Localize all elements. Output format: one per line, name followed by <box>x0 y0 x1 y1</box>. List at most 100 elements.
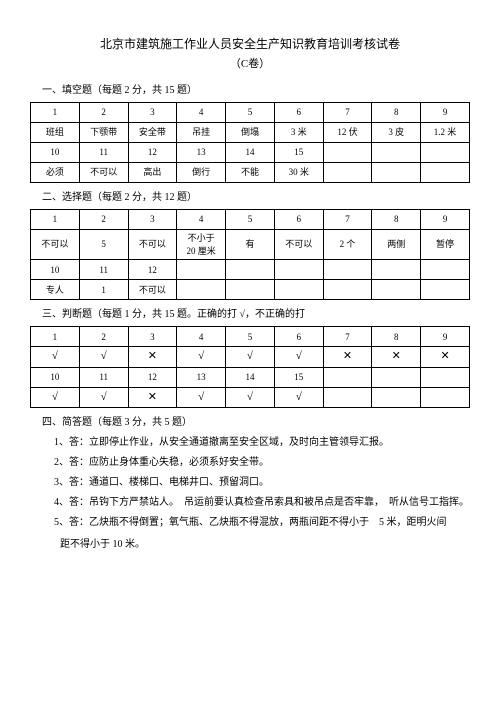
cell: 倒行 <box>177 163 226 183</box>
cell <box>323 143 372 163</box>
cell: 11 <box>79 143 128 163</box>
cell: ✕ <box>421 347 470 367</box>
cell: 30 米 <box>274 163 323 183</box>
cell: 15 <box>274 143 323 163</box>
cell: 13 <box>177 367 226 387</box>
cell: 暂停 <box>421 230 470 260</box>
cell <box>323 387 372 407</box>
cell: 3 <box>128 327 177 347</box>
cell: √ <box>226 387 275 407</box>
cell: 9 <box>421 103 470 123</box>
cell: 9 <box>421 327 470 347</box>
table-fill-blanks: 1 2 3 4 5 6 7 8 9 班组 下颚带 安全带 吊挂 倒塌 3 米 1… <box>30 102 470 183</box>
cell: 11 <box>79 260 128 280</box>
cell: 1 <box>31 210 80 230</box>
cell <box>274 280 323 300</box>
answer-line: 5、答：乙炔瓶不得倒置；氧气瓶、乙炔瓶不得混放，两瓶间距不得小于 5 米，距明火… <box>54 514 470 532</box>
cell <box>372 280 421 300</box>
cell <box>372 163 421 183</box>
cell: 2 <box>79 103 128 123</box>
cell: 12 伏 <box>323 123 372 143</box>
cell: 高出 <box>128 163 177 183</box>
cell <box>372 367 421 387</box>
cell: √ <box>274 347 323 367</box>
cell <box>372 260 421 280</box>
cell: 4 <box>177 103 226 123</box>
cell: 2 <box>79 210 128 230</box>
cell <box>323 260 372 280</box>
cell: √ <box>274 387 323 407</box>
cell: 7 <box>323 103 372 123</box>
cell: 两侧 <box>372 230 421 260</box>
cell: ✕ <box>128 387 177 407</box>
cell: 7 <box>323 327 372 347</box>
cell: 10 <box>31 260 80 280</box>
cell: 下颚带 <box>79 123 128 143</box>
cell: 14 <box>226 367 275 387</box>
cell: 安全带 <box>128 123 177 143</box>
cell: 4 <box>177 210 226 230</box>
cell: 不可以 <box>31 230 80 260</box>
cell: 4 <box>177 327 226 347</box>
doc-title: 北京市建筑施工作业人员安全生产知识教育培训考核试卷 <box>30 36 470 53</box>
cell: 专人 <box>31 280 80 300</box>
cell: 12 <box>128 367 177 387</box>
doc-subtitle: （C卷） <box>30 57 470 72</box>
cell: 15 <box>274 367 323 387</box>
cell <box>421 280 470 300</box>
cell: ✕ <box>372 347 421 367</box>
answer-line: 1、答：立即停止作业，从安全通道撤离至安全区域，及时向主管领导汇报。 <box>54 434 470 452</box>
cell: 有 <box>226 230 275 260</box>
cell: 必须 <box>31 163 80 183</box>
cell: 8 <box>372 103 421 123</box>
cell: 12 <box>128 143 177 163</box>
cell: 3 <box>128 103 177 123</box>
cell: 14 <box>226 143 275 163</box>
cell: 1.2 米 <box>421 123 470 143</box>
cell: 8 <box>372 210 421 230</box>
cell <box>323 280 372 300</box>
cell: 7 <box>323 210 372 230</box>
cell: ✕ <box>323 347 372 367</box>
cell <box>421 163 470 183</box>
cell: 5 <box>226 327 275 347</box>
short-answer-block: 1、答：立即停止作业，从安全通道撤离至安全区域，及时向主管领导汇报。 2、答：应… <box>54 434 470 532</box>
cell: 吊挂 <box>177 123 226 143</box>
cell <box>177 260 226 280</box>
cell: 5 <box>226 210 275 230</box>
cell <box>226 280 275 300</box>
cell: 不可以 <box>128 280 177 300</box>
cell: 5 <box>226 103 275 123</box>
cell: √ <box>31 347 80 367</box>
cell: 6 <box>274 327 323 347</box>
cell <box>323 163 372 183</box>
table-judgment: 1 2 3 4 5 6 7 8 9 √ √ ✕ √ √ √ ✕ ✕ ✕ 10 1… <box>30 326 470 408</box>
cell <box>177 280 226 300</box>
cell: 6 <box>274 103 323 123</box>
cell: √ <box>177 387 226 407</box>
table-choice: 1 2 3 4 5 6 7 8 9 不可以 5 不可以 不小于 20 厘米 有 … <box>30 209 470 300</box>
cell: 2 个 <box>323 230 372 260</box>
section2-heading: 二、选择题（每题 2 分，共 12 题） <box>42 191 470 205</box>
cell: √ <box>79 347 128 367</box>
cell <box>372 143 421 163</box>
cell: 不能 <box>226 163 275 183</box>
cell <box>323 367 372 387</box>
cell <box>226 260 275 280</box>
cell: 倒塌 <box>226 123 275 143</box>
cell: 6 <box>274 210 323 230</box>
answer-continuation: 距不得小于 10 米。 <box>60 536 470 554</box>
answer-line: 3、答：通道口、楼梯口、电梯井口、预留洞口。 <box>54 474 470 492</box>
cell <box>421 260 470 280</box>
cell <box>421 143 470 163</box>
cell <box>421 367 470 387</box>
cell: 2 <box>79 327 128 347</box>
cell: 不可以 <box>79 163 128 183</box>
cell: 不可以 <box>128 230 177 260</box>
cell: 5 <box>79 230 128 260</box>
cell: √ <box>79 387 128 407</box>
cell: 1 <box>31 103 80 123</box>
answer-line: 4、答：吊钩下方严禁站人。 吊运前要认真检查吊索具和被吊点是否牢靠， 听从信号工… <box>54 494 470 512</box>
cell: 10 <box>31 143 80 163</box>
cell: 不小于 20 厘米 <box>177 230 226 260</box>
